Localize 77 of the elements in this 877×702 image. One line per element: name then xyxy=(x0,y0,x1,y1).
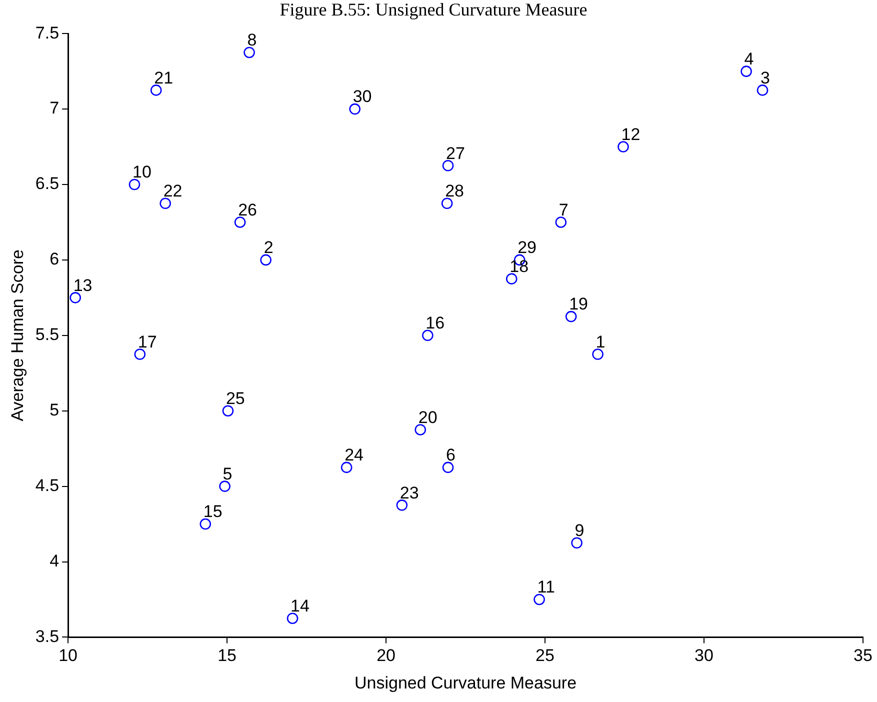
annotation: 26 xyxy=(238,200,257,220)
point xyxy=(70,292,81,304)
annotation: 17 xyxy=(138,332,157,352)
annotation: 25 xyxy=(226,389,245,408)
point xyxy=(555,216,567,228)
point xyxy=(150,84,162,96)
annotation: 19 xyxy=(569,294,588,314)
point xyxy=(222,405,234,416)
y-tick-label: 5.5 xyxy=(35,325,60,344)
annotation: 24 xyxy=(344,446,364,465)
annotation: 1 xyxy=(596,332,606,352)
annotation: 20 xyxy=(418,408,438,427)
point xyxy=(506,273,518,284)
annotation: 28 xyxy=(445,182,464,201)
y-tick-label: 4.5 xyxy=(35,476,60,495)
annotation: 30 xyxy=(352,87,372,106)
point xyxy=(286,612,298,624)
point xyxy=(571,537,582,549)
y-tick-label: 6.5 xyxy=(35,174,60,194)
annotation: 14 xyxy=(290,596,310,616)
annotation: 5 xyxy=(222,464,232,484)
point xyxy=(234,216,246,228)
point xyxy=(442,462,454,474)
point xyxy=(200,518,212,530)
point xyxy=(260,254,272,266)
point xyxy=(134,348,146,360)
y-tick-label: 5 xyxy=(50,400,60,420)
y-axis-title: Average Human Score xyxy=(8,250,27,422)
y-tick-label: 7.5 xyxy=(35,23,60,42)
point xyxy=(592,348,604,360)
point xyxy=(442,160,454,172)
annotation: 12 xyxy=(621,124,640,144)
x-tick-label: 25 xyxy=(536,646,554,666)
annotation: 27 xyxy=(446,144,465,163)
point xyxy=(244,46,255,58)
x-tick-label: 15 xyxy=(218,646,236,666)
point xyxy=(565,310,577,322)
point xyxy=(441,198,453,210)
y-tick-label: 4 xyxy=(50,551,60,570)
annotation: 13 xyxy=(73,276,92,295)
point xyxy=(128,178,140,190)
annotation: 7 xyxy=(558,200,568,220)
annotation: 11 xyxy=(537,578,555,597)
point xyxy=(219,480,230,492)
x-tick-label: 10 xyxy=(58,646,78,666)
annotation: 15 xyxy=(203,502,222,522)
y-tick-label: 3.5 xyxy=(35,626,60,646)
y-tick-label: 7 xyxy=(50,98,60,118)
point xyxy=(422,330,434,342)
annotation: 2 xyxy=(264,238,274,258)
point xyxy=(396,500,408,511)
annotation: 8 xyxy=(247,30,257,50)
point xyxy=(340,462,352,474)
point xyxy=(534,594,545,606)
point xyxy=(160,198,171,210)
x-tick-label: 35 xyxy=(854,646,872,666)
annotation: 3 xyxy=(760,68,770,88)
x-tick-label: 20 xyxy=(376,646,396,666)
point xyxy=(349,103,361,115)
point xyxy=(740,66,752,77)
annotation: 9 xyxy=(574,521,584,540)
x-axis-title: Unsigned Curvature Measure xyxy=(354,673,577,692)
annotation: 23 xyxy=(400,483,419,502)
x-tick-label: 30 xyxy=(694,646,714,666)
annotation: 4 xyxy=(744,50,754,69)
point xyxy=(756,84,768,96)
chart-title: Figure B.55: Unsigned Curvature Measure xyxy=(280,0,588,20)
annotation: 16 xyxy=(426,314,445,333)
annotation: 21 xyxy=(154,68,174,88)
annotation: 29 xyxy=(518,238,536,258)
annotation: 6 xyxy=(446,446,456,465)
annotation: 22 xyxy=(163,182,182,201)
y-tick-label: 6 xyxy=(50,250,60,269)
annotation: 10 xyxy=(132,162,152,182)
point xyxy=(414,424,426,436)
point xyxy=(618,141,629,152)
annotation: 18 xyxy=(510,257,529,276)
